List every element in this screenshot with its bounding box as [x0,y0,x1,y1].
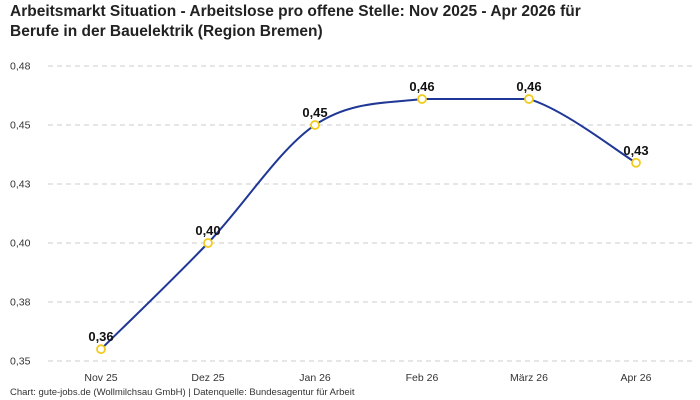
data-point-marker [310,120,320,130]
data-point-marker [96,344,106,355]
data-label: 0,46 [516,79,541,94]
data-markers [96,94,641,355]
y-tick-label: 0,40 [10,238,31,250]
y-axis-tick-labels: 0,35 0,38 0,40 0,43 0,45 0,48 [10,61,31,368]
data-point-marker [203,238,213,248]
y-tick-label: 0,45 [10,120,31,132]
chart-title-line-1: Arbeitsmarkt Situation - Arbeitslose pro… [10,3,581,20]
y-tick-label: 0,35 [10,356,31,368]
chart-title-line-2: Berufe in der Bauelektrik (Region Bremen… [10,23,323,40]
data-point-marker [417,94,427,104]
x-tick-label: Apr 26 [621,372,652,384]
x-tick-label: Nov 25 [84,372,117,384]
grid-lines [48,65,692,362]
x-tick-label: Feb 26 [406,372,439,384]
x-axis-tick-labels: Nov 25 Dez 25 Jan 26 Feb 26 März 26 Apr 26 [84,372,651,384]
series-line [100,98,637,350]
x-tick-label: Dez 25 [191,372,224,384]
data-point-marker [631,157,641,168]
data-point-marker [524,94,534,104]
y-tick-label: 0,43 [10,179,31,191]
x-tick-label: März 26 [510,372,548,384]
data-label: 0,43 [623,143,648,158]
data-labels: 0,36 0,40 0,45 0,46 0,46 0,43 [88,79,648,344]
data-label: 0,40 [195,223,220,238]
y-tick-label: 0,38 [10,297,31,309]
chart-footer-source: Chart: gute-jobs.de (Wollmilchsau GmbH) … [10,387,355,398]
data-label: 0,45 [302,105,327,120]
y-tick-label: 0,48 [10,61,31,73]
data-label: 0,46 [409,79,434,94]
chart-title: Arbeitsmarkt Situation - Arbeitslose pro… [10,2,690,42]
data-label: 0,36 [88,329,113,344]
x-tick-label: Jan 26 [299,372,331,384]
